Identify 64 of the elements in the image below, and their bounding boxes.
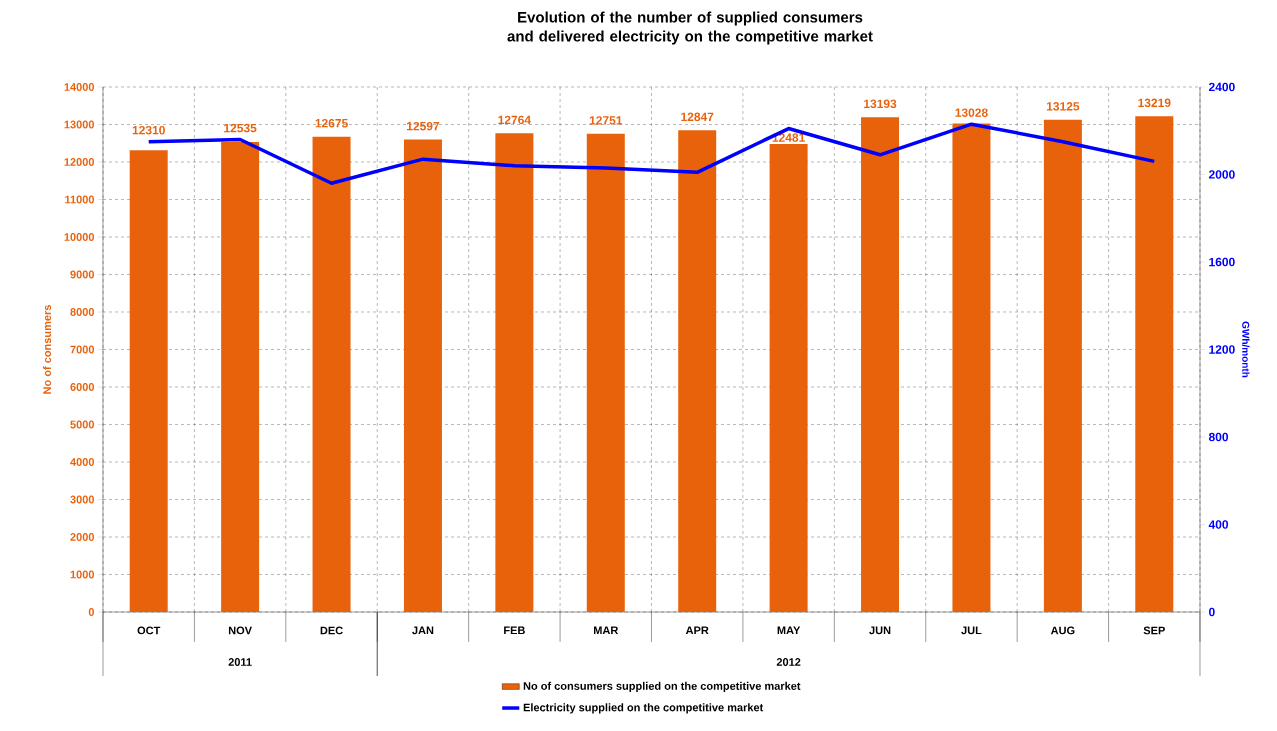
x-tick-label: JUN bbox=[869, 626, 891, 635]
y-tick-label: 10000 bbox=[64, 233, 94, 241]
y2-tick-label: 2400 bbox=[1208, 82, 1235, 92]
bar bbox=[769, 143, 808, 612]
data-label: 12751 bbox=[589, 116, 623, 125]
y-tick-label: 1000 bbox=[70, 570, 95, 579]
bar bbox=[221, 141, 260, 612]
data-label: 13193 bbox=[864, 99, 897, 109]
y-tick-label: 14000 bbox=[64, 83, 94, 91]
bar bbox=[403, 139, 442, 612]
bar bbox=[952, 123, 991, 612]
bar bbox=[312, 136, 351, 612]
y-tick-label: 12000 bbox=[64, 158, 94, 166]
bar bbox=[1043, 119, 1082, 612]
y-tick-label: 11000 bbox=[65, 195, 95, 204]
y-tick-label: 6000 bbox=[70, 383, 95, 391]
y2-tick-label: 0 bbox=[1209, 607, 1215, 617]
legend-label: No of consumers supplied on the competitive market bbox=[523, 681, 801, 693]
chart-title: Evolution of the number of supplied consumers and delivered electricity on the competitive market bbox=[507, 11, 873, 45]
x-tick-label: AUG bbox=[1050, 626, 1075, 635]
y-tick-label: 13000 bbox=[64, 120, 94, 129]
x-tick-label: SEP bbox=[1143, 626, 1165, 635]
y-tick-label: 7000 bbox=[70, 345, 95, 354]
legend-label: Electricity supplied on the competitive market bbox=[523, 703, 764, 714]
y2-tick-label: 1200 bbox=[1209, 345, 1235, 354]
data-label: 12535 bbox=[224, 123, 257, 133]
text: 2011 bbox=[228, 658, 252, 666]
y2-tick-label: 2000 bbox=[1208, 170, 1235, 179]
data-label: 13219 bbox=[1138, 98, 1171, 108]
y2-axis-title: GWh/month bbox=[1242, 321, 1250, 378]
x-tick-label: NOV bbox=[228, 626, 252, 635]
x-tick-label: JUL bbox=[961, 626, 982, 635]
text: 2012 bbox=[776, 658, 801, 666]
x-tick-label: MAY bbox=[777, 626, 801, 635]
x-tick-label: MAR bbox=[594, 626, 619, 635]
y-tick-label: 8000 bbox=[70, 308, 95, 316]
x-tick-label: FEB bbox=[504, 626, 525, 635]
bar bbox=[678, 130, 717, 612]
data-label: 12847 bbox=[681, 112, 714, 122]
bar bbox=[129, 150, 168, 612]
data-label: 12310 bbox=[132, 125, 165, 135]
x-tick-label: JAN bbox=[412, 626, 434, 635]
data-label: 12597 bbox=[407, 121, 440, 131]
bar bbox=[861, 117, 900, 612]
x-tick-label: OCT bbox=[137, 626, 161, 635]
data-label: 13125 bbox=[1046, 102, 1080, 111]
y-tick-label: 9000 bbox=[70, 270, 95, 279]
y-tick-label: 2000 bbox=[70, 533, 95, 541]
data-label: 13028 bbox=[955, 108, 988, 117]
data-label: 12764 bbox=[498, 115, 531, 125]
x-tick-label: DEC bbox=[320, 626, 343, 635]
y2-tick-label: 800 bbox=[1208, 432, 1229, 442]
y-tick-label: 3000 bbox=[70, 495, 95, 504]
bar bbox=[586, 133, 625, 612]
x-tick-label: APR bbox=[685, 626, 709, 635]
y2-tick-label: 400 bbox=[1208, 520, 1229, 529]
y2-tick-label: 1600 bbox=[1209, 257, 1235, 267]
y-axis-title: No of consumers bbox=[42, 305, 52, 394]
y-tick-label: 5000 bbox=[70, 420, 95, 429]
bar bbox=[1135, 116, 1174, 612]
y-tick-label: 4000 bbox=[70, 458, 95, 466]
data-label: 12675 bbox=[315, 118, 348, 128]
y-tick-label: 0 bbox=[88, 608, 95, 616]
bar bbox=[495, 133, 534, 612]
